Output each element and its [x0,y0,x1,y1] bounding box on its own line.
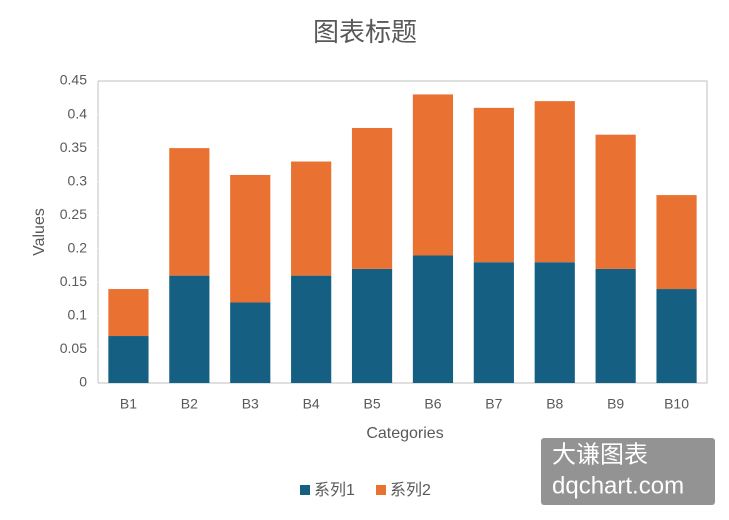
x-tick-label: B6 [424,396,441,412]
legend-swatch [300,485,310,495]
bar-segment [412,255,454,383]
bar-segment [108,289,149,337]
y-tick-label: 0.25 [60,206,87,222]
bar-segment [656,289,697,383]
y-axis-label: Values [31,208,48,256]
legend-swatch [376,485,386,495]
y-tick-label: 0.45 [60,72,87,88]
plot-area [97,80,708,384]
x-axis-label: Categories [366,425,443,442]
x-tick-label: B8 [546,396,563,412]
legend-label: 系列2 [390,481,431,499]
x-tick-label: B10 [664,396,689,412]
bar-segment [473,262,514,383]
x-tick-label: B7 [485,396,502,412]
bar-segment [169,148,210,276]
bar-segment [230,174,271,303]
bar-segment [534,101,575,263]
watermark-text: dqchart.com [552,472,684,499]
y-tick-label: 0 [79,374,87,390]
x-tick-label: B5 [363,396,380,412]
bar-segment [595,134,636,269]
x-tick-label: B9 [607,396,624,412]
x-tick-label: B4 [303,396,320,412]
y-tick-label: 0.35 [60,139,87,155]
bar-segment [291,161,332,276]
bar-segment [169,275,210,383]
bar-segment [595,268,636,383]
bar-segment [351,127,393,269]
bar-segment [230,302,271,383]
bar-segment [473,107,514,263]
y-tick-label: 0.4 [68,105,88,121]
x-tick-label: B3 [242,396,259,412]
x-tick-label: B2 [181,396,198,412]
y-tick-label: 0.1 [68,307,88,323]
bar-segment [108,336,149,383]
bar-segment [534,262,575,383]
chart-title: 图表标题 [313,17,417,47]
bar-segment [656,195,697,290]
y-tick-label: 0.3 [68,172,88,188]
watermark-box [541,438,715,505]
bar-segment [291,275,332,383]
bar-segment [351,268,393,383]
bar-segment [412,94,454,256]
x-tick-label: B1 [120,396,137,412]
y-tick-label: 0.15 [60,273,87,289]
watermark-text: 大谦图表 [552,441,648,468]
y-tick-label: 0.2 [68,239,88,255]
legend-label: 系列1 [314,481,355,499]
y-tick-label: 0.05 [60,340,87,356]
